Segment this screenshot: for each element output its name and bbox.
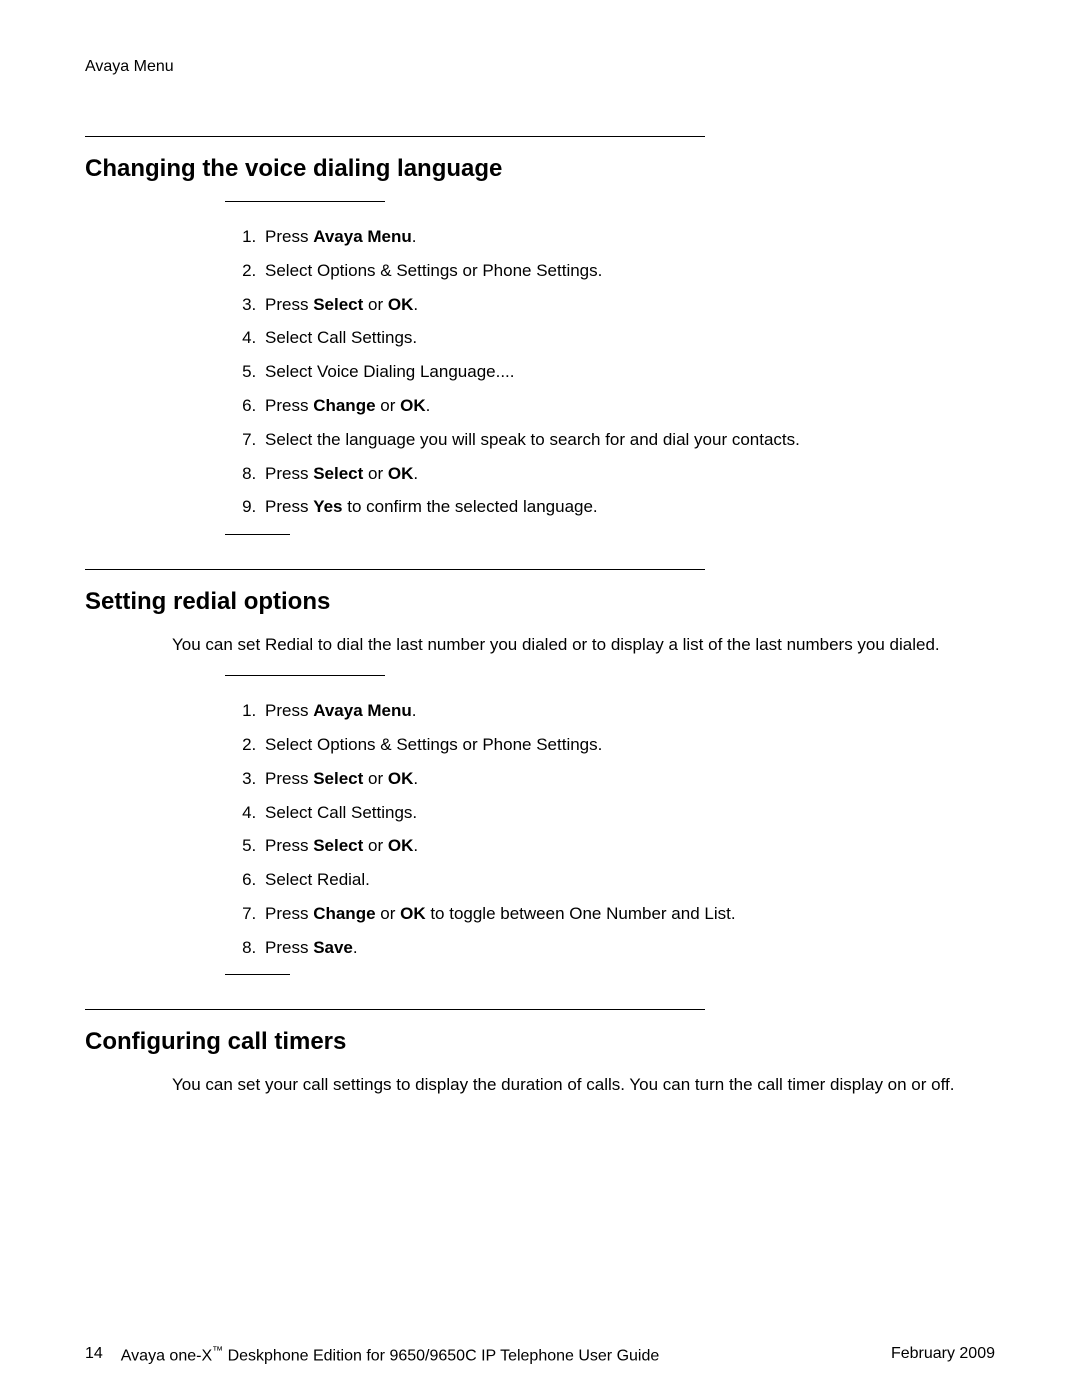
footer: 14 Avaya one-X™ Deskphone Edition for 96… [85,1345,995,1365]
section-intro: You can set your call settings to displa… [172,1074,962,1097]
step-item: Select Redial. [261,863,995,897]
steps-end-rule [225,534,290,535]
step-item: Select Options & Settings or Phone Setti… [261,728,995,762]
section-intro: You can set Redial to dial the last numb… [172,634,962,657]
section-divider [85,569,705,570]
footer-left: 14 Avaya one-X™ Deskphone Edition for 96… [85,1345,659,1365]
step-item: Press Avaya Menu. [261,694,995,728]
section-heading: Setting redial options [85,588,995,616]
section-heading: Changing the voice dialing language [85,155,995,183]
steps-start-rule [225,675,385,676]
step-item: Press Change or OK to toggle between One… [261,897,995,931]
section-divider [85,1009,705,1010]
sections-container: Changing the voice dialing language Press… [85,136,995,1097]
step-item: Press Change or OK. [261,389,995,423]
page-number: 14 [85,1345,103,1365]
step-item: Press Save. [261,931,995,965]
steps-list: Press Avaya Menu.Select Options & Settin… [225,220,995,524]
step-item: Press Yes to confirm the selected langua… [261,490,995,524]
section-heading: Configuring call timers [85,1028,995,1056]
step-item: Select Voice Dialing Language.... [261,355,995,389]
step-item: Select the language you will speak to se… [261,423,995,457]
footer-title: Avaya one-X™ Deskphone Edition for 9650/… [121,1345,659,1365]
steps-list: Press Avaya Menu.Select Options & Settin… [225,694,995,964]
step-item: Press Avaya Menu. [261,220,995,254]
page: Avaya Menu Changing the voice dialing la… [0,0,1080,1397]
step-item: Select Options & Settings or Phone Setti… [261,254,995,288]
running-header: Avaya Menu [85,58,995,76]
section-divider [85,136,705,137]
step-item: Press Select or OK. [261,288,995,322]
step-item: Press Select or OK. [261,762,995,796]
steps-end-rule [225,974,290,975]
step-item: Press Select or OK. [261,457,995,491]
step-item: Select Call Settings. [261,796,995,830]
steps-start-rule [225,201,385,202]
step-item: Select Call Settings. [261,321,995,355]
step-item: Press Select or OK. [261,829,995,863]
footer-date: February 2009 [891,1345,995,1363]
